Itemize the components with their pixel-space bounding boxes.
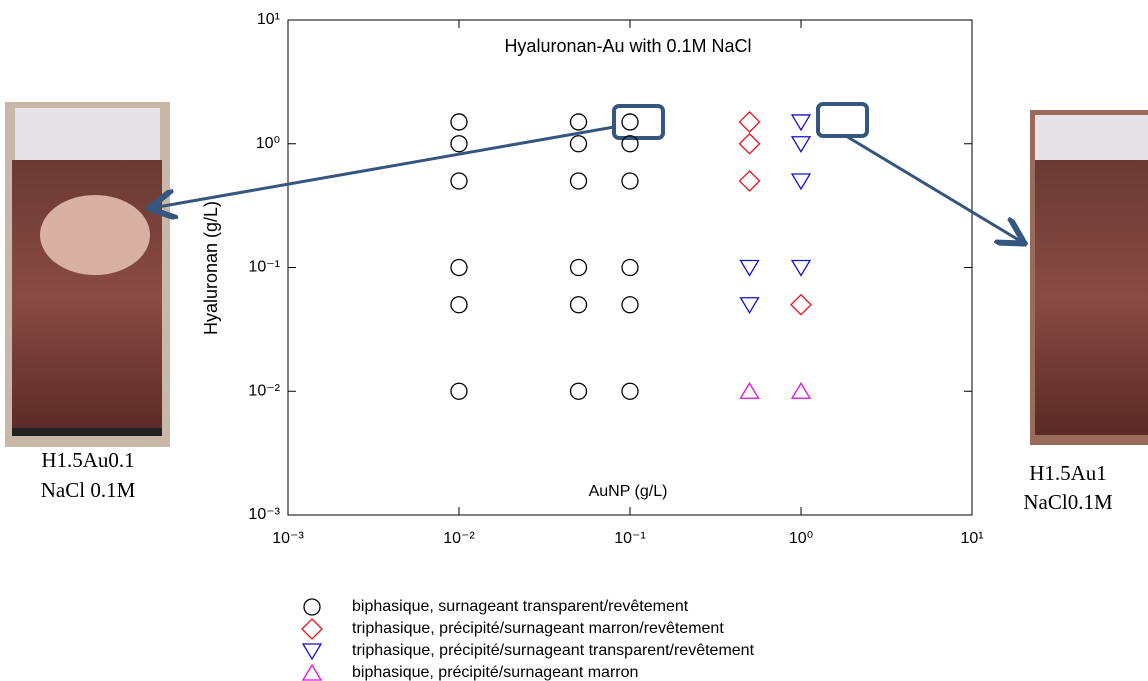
plot-frame <box>287 19 973 516</box>
caption: NaCl0.1M <box>1023 490 1113 514</box>
point <box>569 382 588 400</box>
legend-marker <box>303 598 321 616</box>
point <box>569 172 588 190</box>
point <box>790 259 812 277</box>
x-tick-label: 10⁻² <box>443 530 475 547</box>
x-tick-label: 10⁻³ <box>272 530 304 547</box>
point <box>790 381 812 399</box>
x-tick-label: 10¹ <box>960 530 983 547</box>
point <box>621 135 639 153</box>
legend-label: biphasique, précipité/surnageant marron <box>352 664 638 681</box>
legend-label: triphasique, précipité/surnageant transp… <box>352 642 755 659</box>
point <box>738 132 761 155</box>
point <box>739 259 760 277</box>
caption: NaCl 0.1M <box>41 478 136 502</box>
point <box>569 296 588 314</box>
point <box>450 382 468 400</box>
point <box>569 135 588 153</box>
highlight-box <box>612 104 665 140</box>
point <box>739 297 760 315</box>
legend-marker <box>301 643 323 661</box>
highlight-box <box>816 102 869 138</box>
photo-left <box>5 102 170 447</box>
y-tick-label: 10⁻¹ <box>248 259 280 276</box>
y-axis-label: Hyaluronan (g/L) <box>201 201 221 335</box>
point <box>739 381 760 399</box>
point <box>738 111 761 133</box>
point <box>621 382 639 400</box>
legend-marker <box>301 618 323 640</box>
arrow <box>152 125 615 208</box>
caption: H1.5Au1 <box>1029 461 1107 485</box>
point <box>450 113 468 131</box>
point <box>621 172 639 190</box>
y-tick-label: 10⁻² <box>248 382 280 399</box>
point <box>738 170 761 192</box>
point <box>790 293 812 316</box>
point <box>450 135 468 153</box>
point <box>621 296 639 314</box>
x-tick-label: 10⁻¹ <box>614 530 646 547</box>
chart-title: Hyaluronan-Au with 0.1M NaCl <box>504 36 751 56</box>
caption: H1.5Au0.1 <box>41 448 134 472</box>
point <box>621 258 639 277</box>
arrow <box>845 134 1022 242</box>
point <box>450 296 468 314</box>
point <box>450 172 468 190</box>
x-axis-label: AuNP (g/L) <box>589 483 668 500</box>
y-tick-label: 10¹ <box>257 11 280 28</box>
point <box>621 113 639 131</box>
point <box>569 113 588 131</box>
point <box>569 258 588 277</box>
legend-label: triphasique, précipité/surnageant marron… <box>352 620 724 637</box>
point <box>790 114 812 132</box>
photo-right <box>1030 110 1148 445</box>
point <box>790 173 812 191</box>
point <box>790 136 812 154</box>
point <box>450 258 468 277</box>
y-tick-label: 10⁻³ <box>248 506 280 523</box>
legend-marker <box>301 663 323 681</box>
x-tick-label: 10⁰ <box>789 530 813 547</box>
y-tick-label: 10⁰ <box>256 135 280 152</box>
legend-label: biphasique, surnageant transparent/revêt… <box>352 598 689 615</box>
